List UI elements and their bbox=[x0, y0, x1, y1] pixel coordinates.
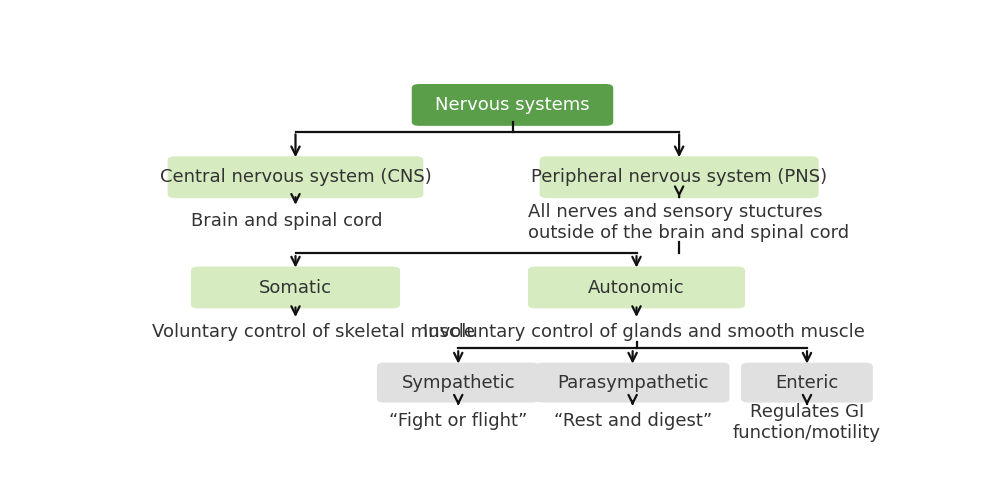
Text: Sympathetic: Sympathetic bbox=[401, 373, 515, 392]
FancyBboxPatch shape bbox=[191, 267, 400, 308]
Text: “Fight or flight”: “Fight or flight” bbox=[389, 412, 527, 430]
Text: “Rest and digest”: “Rest and digest” bbox=[554, 412, 712, 430]
Text: Enteric: Enteric bbox=[775, 373, 839, 392]
Text: Peripheral nervous system (PNS): Peripheral nervous system (PNS) bbox=[531, 168, 827, 186]
Text: Nervous systems: Nervous systems bbox=[435, 96, 590, 114]
FancyBboxPatch shape bbox=[377, 363, 540, 403]
FancyBboxPatch shape bbox=[528, 267, 745, 308]
FancyBboxPatch shape bbox=[741, 363, 873, 403]
Text: Somatic: Somatic bbox=[259, 279, 332, 296]
Text: Parasympathetic: Parasympathetic bbox=[557, 373, 708, 392]
Text: Voluntary control of skeletal muscle: Voluntary control of skeletal muscle bbox=[152, 323, 475, 341]
FancyBboxPatch shape bbox=[168, 156, 423, 198]
FancyBboxPatch shape bbox=[536, 363, 730, 403]
Text: Brain and spinal cord: Brain and spinal cord bbox=[191, 212, 382, 230]
Text: Involuntary control of glands and smooth muscle: Involuntary control of glands and smooth… bbox=[423, 323, 865, 341]
Text: Central nervous system (CNS): Central nervous system (CNS) bbox=[160, 168, 431, 186]
Text: Regulates GI
function/motility: Regulates GI function/motility bbox=[733, 403, 881, 442]
FancyBboxPatch shape bbox=[412, 84, 613, 126]
Text: All nerves and sensory stuctures
outside of the brain and spinal cord: All nerves and sensory stuctures outside… bbox=[528, 204, 849, 242]
Text: Autonomic: Autonomic bbox=[588, 279, 685, 296]
FancyBboxPatch shape bbox=[540, 156, 819, 198]
